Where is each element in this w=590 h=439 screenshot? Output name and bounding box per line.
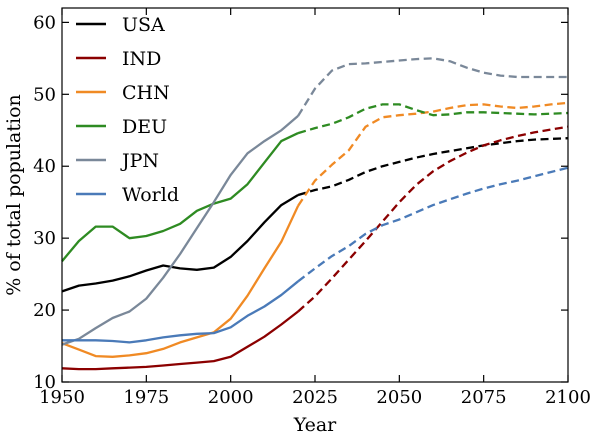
- series-line-observed: [61, 194, 299, 293]
- x-tick-label: 2050: [376, 387, 422, 408]
- series-ind: [61, 125, 569, 371]
- legend-label: CHN: [122, 82, 170, 104]
- series-world: [62, 166, 569, 344]
- legend-label: USA: [122, 14, 165, 36]
- x-axis-title: Year: [293, 414, 337, 436]
- x-tick-label: 1950: [39, 387, 85, 408]
- legend-item-usa: USA: [76, 14, 165, 36]
- series-line-observed: [61, 310, 299, 371]
- series-usa: [61, 137, 569, 293]
- series-chn: [61, 101, 569, 358]
- y-tick-label: 20: [33, 300, 56, 321]
- legend-item-deu: DEU: [76, 116, 167, 138]
- x-tick-label: 2000: [208, 387, 254, 408]
- axes-layer: 1950 1975 2000 2025 2050 2075 2100 10 20 30 40 50 60: [33, 7, 590, 408]
- legend-label: IND: [122, 48, 161, 70]
- legend-item-ind: IND: [76, 48, 161, 70]
- series-line-observed: [61, 205, 300, 358]
- legend-label: DEU: [122, 116, 167, 138]
- series-line-projected: [297, 101, 569, 207]
- y-tick-label: 40: [33, 156, 56, 177]
- x-tick-label: 1975: [123, 387, 169, 408]
- series-jpn: [61, 57, 568, 346]
- y-tick-label: 30: [33, 228, 56, 249]
- series-deu: [61, 103, 569, 262]
- legend-item-jpn: JPN: [76, 150, 159, 172]
- y-axis-title: % of total population: [3, 94, 25, 296]
- legend: USA IND CHN DEU JPN World: [76, 14, 179, 206]
- series-line-observed: [62, 280, 299, 344]
- series-line-observed: [61, 115, 299, 346]
- y-tick-label: 50: [33, 84, 56, 105]
- series-line-projected: [297, 103, 569, 135]
- series-line-projected: [297, 137, 569, 197]
- series-line-projected: [297, 57, 568, 117]
- legend-label: World: [122, 184, 179, 206]
- series-line-projected: [297, 166, 569, 283]
- legend-item-chn: CHN: [76, 82, 170, 104]
- x-tick-label: 2100: [545, 387, 590, 408]
- legend-item-world: World: [76, 184, 179, 206]
- legend-label: JPN: [120, 150, 159, 172]
- series-line-projected: [297, 125, 569, 313]
- y-tick-label: 10: [33, 372, 56, 393]
- series-line-observed: [61, 132, 299, 262]
- x-tick-label: 2025: [292, 387, 338, 408]
- series-layer: [61, 57, 569, 371]
- x-tick-label: 2075: [461, 387, 507, 408]
- y-tick-label: 60: [33, 12, 56, 33]
